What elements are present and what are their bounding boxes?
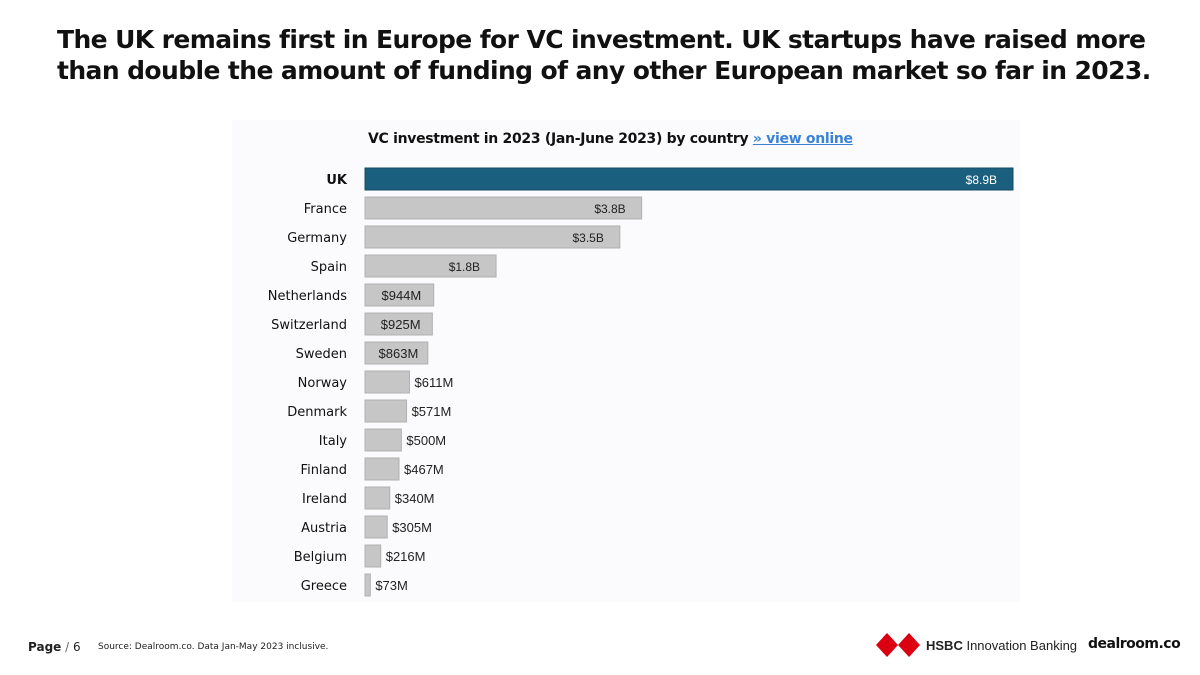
category-label-uk: UK bbox=[326, 173, 348, 188]
bar-switzerland bbox=[364, 312, 433, 336]
value-label-greece: $73M bbox=[375, 578, 408, 593]
bar-greece bbox=[364, 573, 371, 597]
bar-austria bbox=[364, 515, 388, 539]
value-label-belgium: $216M bbox=[386, 549, 426, 564]
value-label-switzerland: $925M bbox=[381, 317, 421, 332]
bar-france bbox=[364, 196, 643, 220]
category-label-norway: Norway bbox=[298, 376, 348, 391]
hsbc-text: HSBC Innovation Banking bbox=[926, 637, 1078, 653]
hsbc-hexagon-icon bbox=[876, 633, 920, 657]
value-label-sweden: $863M bbox=[379, 346, 419, 361]
category-label-switzerland: Switzerland bbox=[271, 318, 347, 333]
value-label-finland: $467M bbox=[404, 462, 444, 477]
bar-italy bbox=[364, 428, 402, 452]
hsbc-logo: HSBC Innovation Banking bbox=[876, 633, 1077, 657]
source-note: Source: Dealroom.co. Data Jan-May 2023 i… bbox=[98, 642, 329, 652]
value-label-austria: $305M bbox=[392, 520, 432, 535]
view-online-link[interactable]: » view online bbox=[752, 131, 853, 147]
page-number: 6 bbox=[73, 640, 81, 654]
bar-spain bbox=[364, 254, 497, 278]
category-label-denmark: Denmark bbox=[287, 405, 347, 420]
category-label-france: France bbox=[304, 202, 347, 217]
bar-denmark bbox=[364, 399, 408, 423]
value-label-denmark: $571M bbox=[412, 404, 452, 419]
dealroom-logo: dealroom.co bbox=[1088, 636, 1181, 652]
value-label-spain: $1.8B bbox=[449, 260, 480, 274]
category-label-spain: Spain bbox=[311, 260, 347, 275]
page-label: Page bbox=[28, 640, 62, 654]
value-label-netherlands: $944M bbox=[381, 288, 421, 303]
chart-title: VC investment in 2023 (Jan-June 2023) by… bbox=[368, 131, 853, 147]
bar-belgium bbox=[364, 544, 382, 568]
category-label-netherlands: Netherlands bbox=[268, 289, 347, 304]
bar-uk bbox=[364, 167, 1014, 191]
bar-germany bbox=[364, 225, 621, 249]
category-label-austria: Austria bbox=[301, 521, 347, 536]
value-label-uk: $8.9B bbox=[966, 173, 997, 187]
page-indicator: Page / 6 bbox=[28, 640, 81, 654]
value-label-france: $3.8B bbox=[594, 202, 625, 216]
category-label-italy: Italy bbox=[319, 434, 348, 449]
category-label-greece: Greece bbox=[301, 579, 347, 594]
value-label-germany: $3.5B bbox=[572, 231, 603, 245]
headline: The UK remains first in Europe for VC in… bbox=[57, 25, 1151, 85]
category-label-sweden: Sweden bbox=[296, 347, 347, 362]
bar-sweden bbox=[364, 341, 429, 365]
bar-norway bbox=[364, 370, 410, 394]
value-label-norway: $611M bbox=[414, 375, 453, 390]
category-label-belgium: Belgium bbox=[294, 550, 347, 565]
value-label-ireland: $340M bbox=[395, 491, 435, 506]
bar-netherlands bbox=[364, 283, 435, 307]
bar-ireland bbox=[364, 486, 391, 510]
value-label-italy: $500M bbox=[406, 433, 446, 448]
category-label-finland: Finland bbox=[301, 463, 347, 478]
category-label-germany: Germany bbox=[287, 231, 347, 246]
chart-title-text: VC investment in 2023 (Jan-June 2023) by… bbox=[368, 131, 749, 147]
bar-finland bbox=[364, 457, 400, 481]
category-label-ireland: Ireland bbox=[302, 492, 347, 507]
